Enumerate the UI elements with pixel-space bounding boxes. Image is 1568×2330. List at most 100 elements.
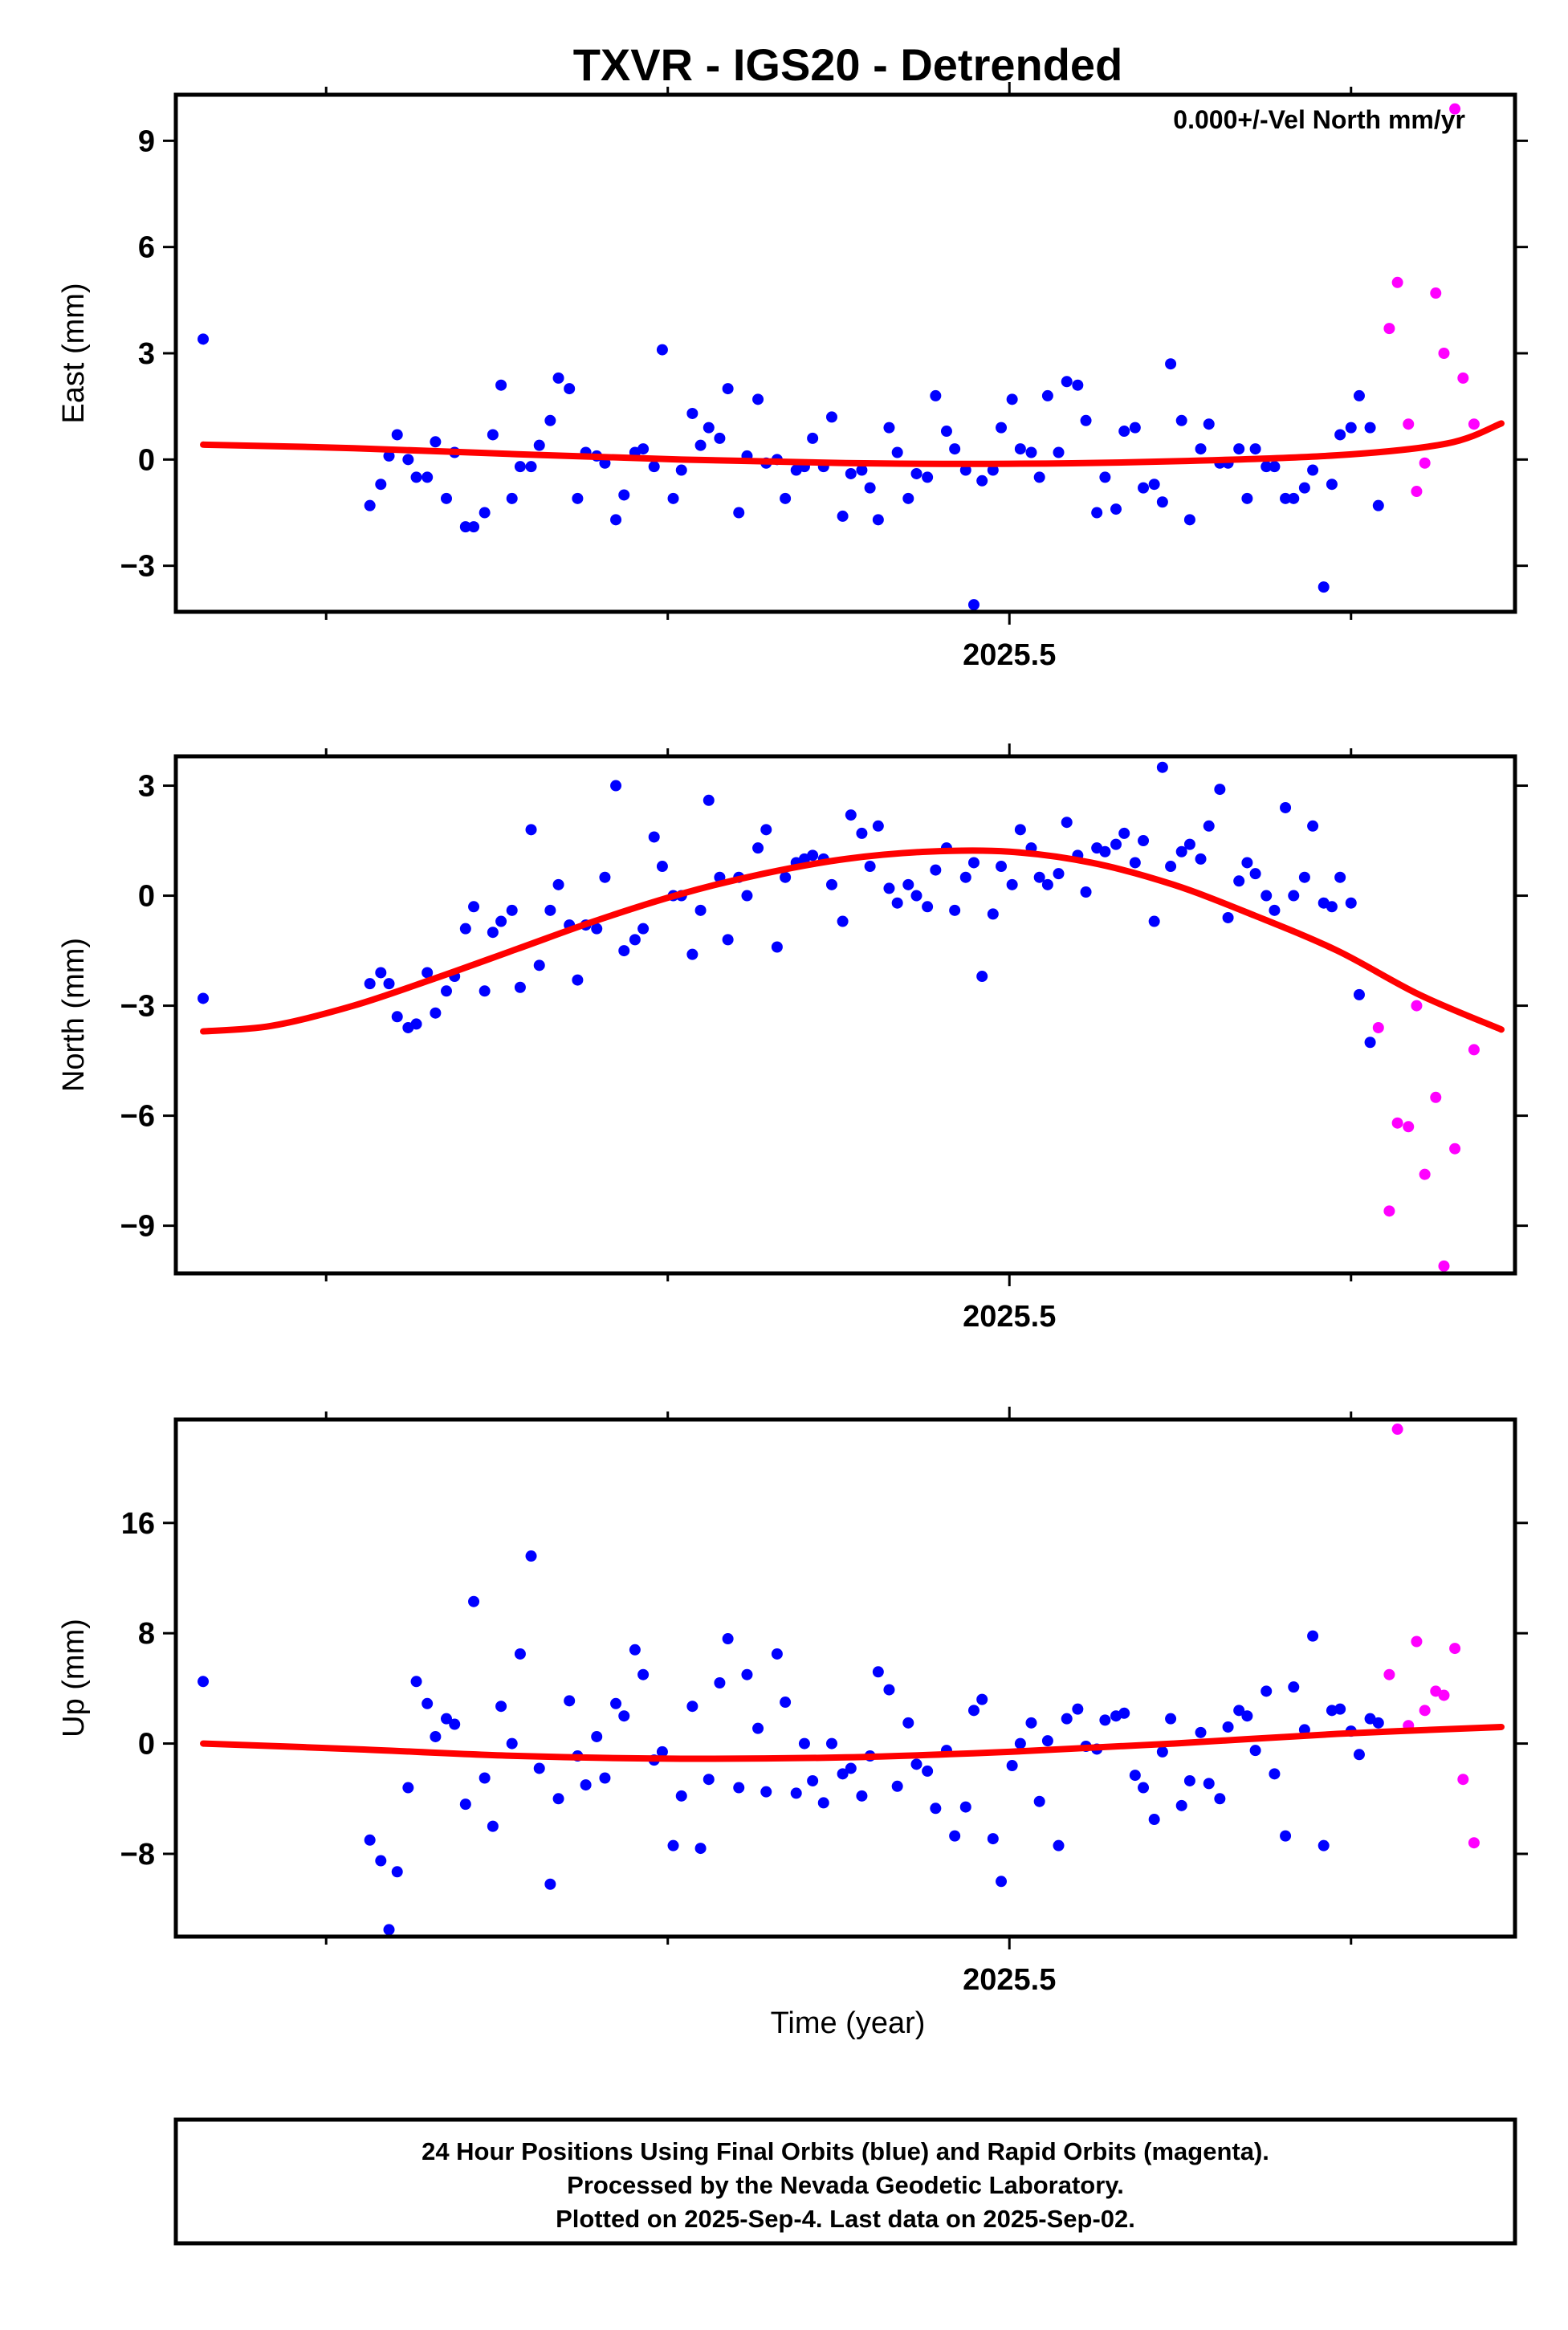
final-point <box>949 1830 961 1842</box>
rapid-point <box>1468 1837 1480 1849</box>
final-point <box>949 443 961 455</box>
final-point <box>1345 897 1357 909</box>
final-point <box>533 1762 545 1774</box>
final-point <box>495 379 507 391</box>
final-point <box>1118 426 1130 438</box>
y-axis-label: East (mm) <box>57 283 91 423</box>
fit-curve <box>200 847 1505 1035</box>
final-point <box>495 915 507 927</box>
final-point <box>1129 857 1141 869</box>
final-point <box>1334 871 1346 883</box>
final-point <box>402 454 414 466</box>
final-point <box>1072 379 1084 391</box>
final-point <box>1006 1760 1018 1772</box>
panel-2: −8 0 8 16 2025.5 Up (mm) <box>57 1407 1528 1997</box>
final-point <box>441 1713 453 1725</box>
final-point <box>987 1833 999 1845</box>
rapid-point <box>1468 1044 1480 1056</box>
final-point <box>752 842 764 854</box>
final-point <box>930 1802 942 1815</box>
final-point <box>1156 1745 1168 1758</box>
final-point <box>449 1718 461 1730</box>
final-point <box>667 1839 679 1851</box>
panels: −3 0 3 6 9 2025.5 East (mm) 0.000+/-Vel North m… <box>57 82 1528 1997</box>
final-point <box>825 411 837 423</box>
final-point <box>1249 1745 1261 1757</box>
final-point <box>1364 422 1376 434</box>
final-point <box>780 492 792 504</box>
final-point <box>610 780 622 792</box>
final-point <box>610 1697 622 1709</box>
rapid-point <box>1419 457 1431 469</box>
final-point <box>1288 890 1300 902</box>
final-point <box>910 467 922 479</box>
final-point <box>856 827 868 839</box>
final-point <box>902 492 914 504</box>
final-point <box>1138 835 1150 847</box>
final-point <box>1241 492 1253 504</box>
final-point <box>1222 1721 1234 1733</box>
final-point <box>572 974 584 986</box>
final-point <box>618 945 630 957</box>
final-point <box>564 1695 576 1707</box>
plot-area <box>198 1424 1505 1936</box>
final-point <box>1318 1839 1330 1851</box>
final-point <box>837 915 849 927</box>
final-point <box>533 959 545 972</box>
final-point <box>733 507 745 519</box>
y-tick-label: 9 <box>138 124 155 158</box>
final-point <box>1099 845 1111 857</box>
final-point <box>1241 857 1253 869</box>
final-point <box>430 1007 442 1019</box>
final-point <box>959 1801 971 1813</box>
final-point <box>375 967 387 979</box>
final-point <box>845 809 857 821</box>
rapid-point <box>1468 418 1480 430</box>
final-point <box>364 499 376 511</box>
plot-area <box>198 103 1505 611</box>
final-point <box>610 514 622 526</box>
rapid-point <box>1419 1168 1431 1180</box>
final-point <box>752 393 764 405</box>
final-point <box>391 429 403 441</box>
final-point <box>1080 886 1092 898</box>
final-point <box>1061 1713 1073 1725</box>
final-point <box>722 934 734 946</box>
final-point <box>996 1876 1008 1888</box>
fit-curve <box>200 420 1505 467</box>
final-point <box>872 514 884 526</box>
final-point <box>591 1730 603 1742</box>
final-point <box>1156 496 1168 508</box>
final-point <box>1195 853 1207 865</box>
final-point <box>1298 482 1310 494</box>
final-point <box>1269 461 1281 473</box>
final-point <box>1006 393 1018 405</box>
final-point <box>552 878 564 890</box>
final-point <box>514 1648 526 1660</box>
rapid-point <box>1457 372 1469 384</box>
final-point <box>552 372 564 384</box>
final-point <box>1175 845 1187 857</box>
final-point <box>872 820 884 832</box>
rapid-point <box>1419 1705 1431 1717</box>
footer-frame <box>173 2117 1517 2246</box>
final-point <box>883 422 895 434</box>
final-point <box>910 1758 922 1770</box>
final-point <box>837 510 849 522</box>
final-point <box>383 1924 395 1936</box>
final-point <box>1307 464 1319 476</box>
final-point <box>891 1780 903 1792</box>
final-point <box>599 871 611 883</box>
final-point <box>1353 1749 1365 1761</box>
y-axis-label: Up (mm) <box>57 1619 91 1737</box>
final-point <box>487 927 499 939</box>
final-point <box>1203 1778 1215 1790</box>
final-point <box>798 1737 810 1750</box>
final-point <box>468 1595 480 1607</box>
x-tick-label: 2025.5 <box>963 1300 1056 1334</box>
plot-frame <box>173 754 1517 1276</box>
final-point <box>864 482 876 494</box>
final-point <box>648 831 660 843</box>
y-axis-label: North (mm) <box>57 938 91 1092</box>
rapid-point <box>1391 1424 1403 1436</box>
